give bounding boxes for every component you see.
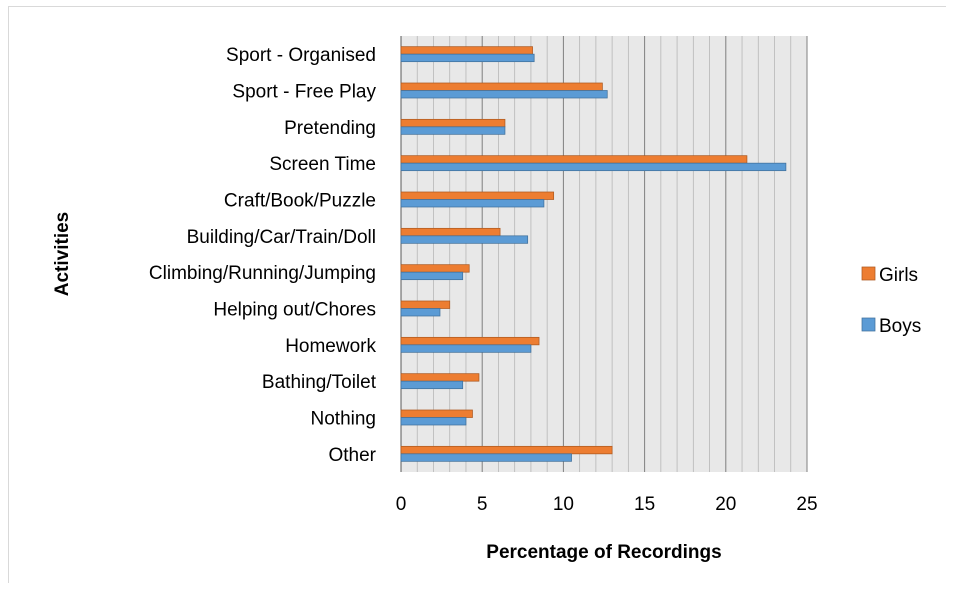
bar-girls bbox=[400, 46, 533, 55]
bar-boys bbox=[400, 344, 532, 353]
plot-background bbox=[401, 36, 807, 472]
x-tick-label: 5 bbox=[477, 494, 488, 515]
bar-girls bbox=[400, 373, 480, 382]
plot-area bbox=[401, 36, 807, 472]
category-label: Homework bbox=[285, 336, 376, 357]
bar-boys bbox=[400, 162, 787, 172]
legend-swatch-girls bbox=[861, 266, 876, 281]
bar-boys bbox=[400, 271, 464, 281]
legend-label-boys: Boys bbox=[879, 316, 921, 337]
bar-boys bbox=[400, 235, 529, 244]
bar-girls bbox=[400, 336, 540, 346]
bar-boys bbox=[400, 199, 545, 208]
x-tick-label: 0 bbox=[396, 494, 407, 515]
bar-girls bbox=[400, 191, 555, 200]
category-label: Helping out/Chores bbox=[213, 300, 376, 321]
bar-girls bbox=[400, 264, 470, 273]
bar-girls bbox=[400, 82, 603, 91]
x-tick-label: 25 bbox=[796, 494, 817, 515]
legend: Girls Boys bbox=[861, 265, 921, 337]
category-label: Pretending bbox=[284, 118, 376, 139]
chart-frame bbox=[8, 6, 946, 583]
x-tick-label: 15 bbox=[634, 494, 655, 515]
bar-boys bbox=[400, 126, 506, 135]
category-label: Building/Car/Train/Doll bbox=[187, 227, 376, 248]
category-label: Bathing/Toilet bbox=[262, 372, 377, 393]
bar-boys bbox=[400, 453, 572, 462]
x-axis-title: Percentage of Recordings bbox=[486, 542, 721, 563]
category-labels: Sport - Organised Sport - Free Play Preten… bbox=[149, 45, 377, 466]
category-label: Nothing bbox=[311, 409, 377, 430]
bar-girls bbox=[400, 155, 748, 164]
category-label: Sport - Free Play bbox=[232, 82, 376, 103]
gridlines bbox=[400, 36, 808, 472]
legend-label-girls: Girls bbox=[879, 265, 918, 286]
bar-girls bbox=[400, 227, 501, 237]
category-label: Sport - Organised bbox=[226, 45, 376, 66]
bar-boys bbox=[400, 380, 464, 390]
y-axis-title: Activities bbox=[52, 212, 73, 296]
category-label: Other bbox=[328, 445, 376, 466]
x-tick-label: 20 bbox=[715, 494, 736, 515]
bar-girls bbox=[400, 118, 506, 128]
bar-boys bbox=[400, 90, 608, 99]
legend-swatch-boys bbox=[861, 317, 876, 332]
category-label: Craft/Book/Puzzle bbox=[224, 191, 376, 212]
bar-boys bbox=[400, 308, 441, 317]
bar-girls bbox=[400, 300, 451, 309]
bar-girls bbox=[400, 445, 613, 455]
bar-girls bbox=[400, 409, 473, 418]
bar-boys bbox=[400, 53, 535, 63]
category-label: Climbing/Running/Jumping bbox=[149, 263, 376, 284]
category-label: Screen Time bbox=[269, 154, 376, 175]
bar-boys bbox=[400, 417, 467, 426]
x-tick-label: 10 bbox=[553, 494, 574, 515]
bars bbox=[400, 46, 787, 462]
x-tick-labels: 0 5 10 15 20 25 bbox=[396, 494, 818, 515]
